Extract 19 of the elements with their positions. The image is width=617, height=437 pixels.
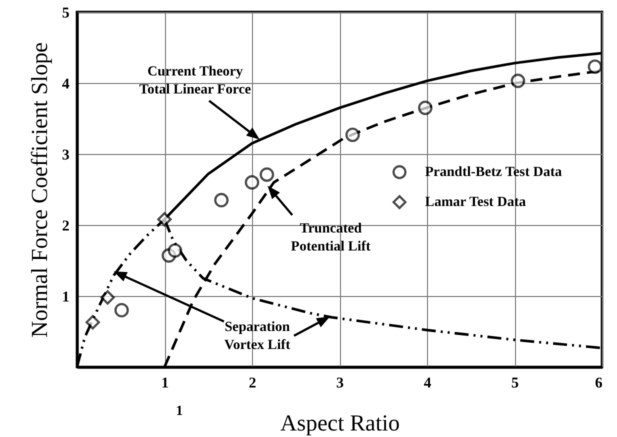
text: 1 [176,404,183,420]
y-tick-label: 3 [62,148,70,164]
x-tick-label: 5 [511,376,519,392]
annotation: Truncated Potential Lift [290,222,371,255]
y-tick-label: 4 [62,76,70,92]
x-tick-label: 4 [424,376,432,392]
legend-label: Prandtl-Betz Test Data [425,165,562,180]
y-tick-label: 1 [62,290,70,306]
y-tick-label: 5 [62,6,70,22]
x-tick-label: 1 [161,376,169,392]
legend-label: Lamar Test Data [425,195,526,210]
y-tick-label: 2 [62,218,70,234]
x-tick-label: 6 [595,376,603,392]
x-axis-title: Aspect Ratio [280,410,400,436]
x-tick-label: 3 [336,376,344,392]
annotation: Current Theory Total Linear Force [139,64,251,98]
x-tick-label: 2 [248,376,256,392]
annotation: Separation Vortex Lift [224,320,291,354]
y-axis-title: Normal Force Coefficient Slope [27,42,52,338]
